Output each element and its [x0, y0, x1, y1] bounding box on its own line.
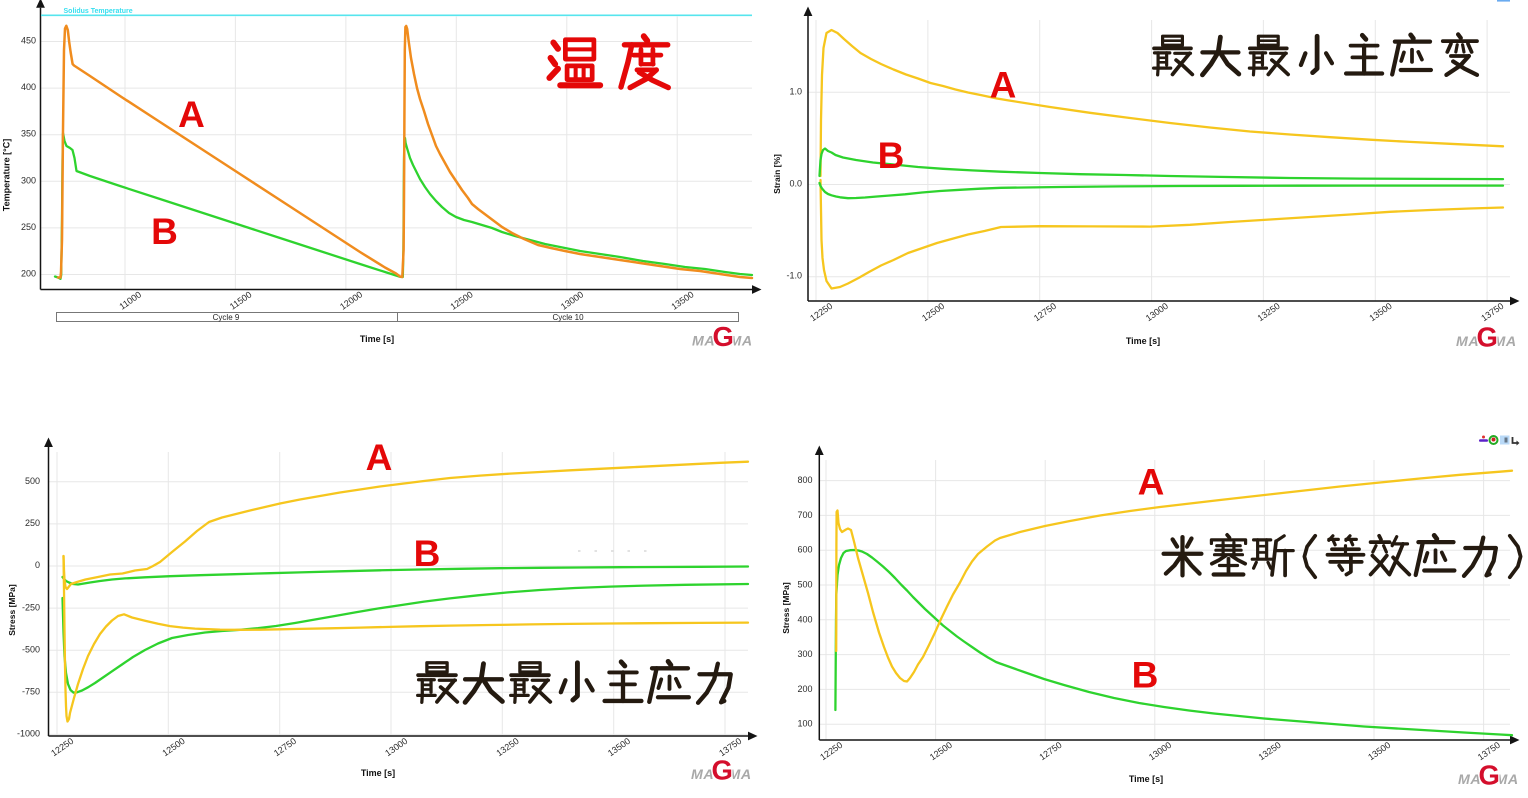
- svg-text:B: B: [878, 135, 905, 176]
- svg-text:A: A: [178, 94, 205, 135]
- svg-text:350: 350: [21, 129, 36, 139]
- svg-text:250: 250: [21, 222, 36, 232]
- svg-text:0.0: 0.0: [789, 179, 802, 189]
- svg-text:MA: MA: [692, 334, 715, 350]
- svg-text:MA: MA: [730, 334, 753, 350]
- svg-text:-750: -750: [22, 687, 40, 697]
- svg-text:Time [s]: Time [s]: [361, 768, 395, 778]
- svg-text:B: B: [151, 211, 178, 252]
- svg-text:1.0: 1.0: [789, 86, 802, 96]
- svg-text:-250: -250: [22, 602, 40, 612]
- svg-text:Stress [MPa]: Stress [MPa]: [7, 584, 17, 636]
- svg-text:MA: MA: [1496, 772, 1519, 788]
- svg-text:G: G: [713, 321, 734, 352]
- svg-text:500: 500: [797, 580, 812, 590]
- svg-text:0: 0: [35, 560, 40, 570]
- svg-text:G: G: [1477, 322, 1498, 353]
- svg-text:B: B: [1132, 655, 1159, 696]
- svg-text:450: 450: [21, 36, 36, 46]
- svg-text:300: 300: [21, 175, 36, 185]
- svg-text:G: G: [712, 755, 733, 786]
- svg-text:MA: MA: [691, 767, 714, 783]
- svg-text:Strain [%]: Strain [%]: [772, 154, 782, 194]
- svg-text:MA: MA: [729, 767, 752, 783]
- svg-text:250: 250: [25, 518, 40, 528]
- svg-text:MA: MA: [1458, 772, 1481, 788]
- svg-text:600: 600: [797, 545, 812, 555]
- svg-text:Stress [MPa]: Stress [MPa]: [781, 582, 791, 634]
- svg-text:700: 700: [797, 510, 812, 520]
- svg-text:400: 400: [797, 614, 812, 624]
- svg-text:A: A: [366, 437, 393, 478]
- svg-text:Temperature [°C]: Temperature [°C]: [2, 139, 12, 211]
- svg-text:A: A: [990, 65, 1017, 106]
- svg-text:Time [s]: Time [s]: [360, 334, 394, 344]
- svg-text:Cycle 9: Cycle 9: [213, 313, 240, 322]
- svg-text:G: G: [1479, 760, 1500, 791]
- svg-text:400: 400: [21, 82, 36, 92]
- svg-text:MA: MA: [1456, 334, 1479, 350]
- svg-text:-1.0: -1.0: [786, 271, 802, 281]
- svg-text:500: 500: [25, 476, 40, 486]
- svg-text:Time [s]: Time [s]: [1126, 336, 1160, 346]
- svg-text:Cycle 10: Cycle 10: [552, 313, 584, 322]
- svg-text:B: B: [414, 533, 441, 574]
- svg-text:200: 200: [797, 684, 812, 694]
- svg-text:Solidus Temperature: Solidus Temperature: [64, 8, 133, 15]
- svg-text:MA: MA: [1494, 334, 1517, 350]
- svg-text:-500: -500: [22, 644, 40, 654]
- svg-text:A: A: [1138, 462, 1165, 503]
- svg-text:-1000: -1000: [17, 729, 40, 739]
- svg-text:100: 100: [797, 719, 812, 729]
- svg-text:200: 200: [21, 269, 36, 279]
- svg-text:800: 800: [797, 475, 812, 485]
- svg-text:Time [s]: Time [s]: [1129, 774, 1163, 784]
- svg-text:300: 300: [797, 649, 812, 659]
